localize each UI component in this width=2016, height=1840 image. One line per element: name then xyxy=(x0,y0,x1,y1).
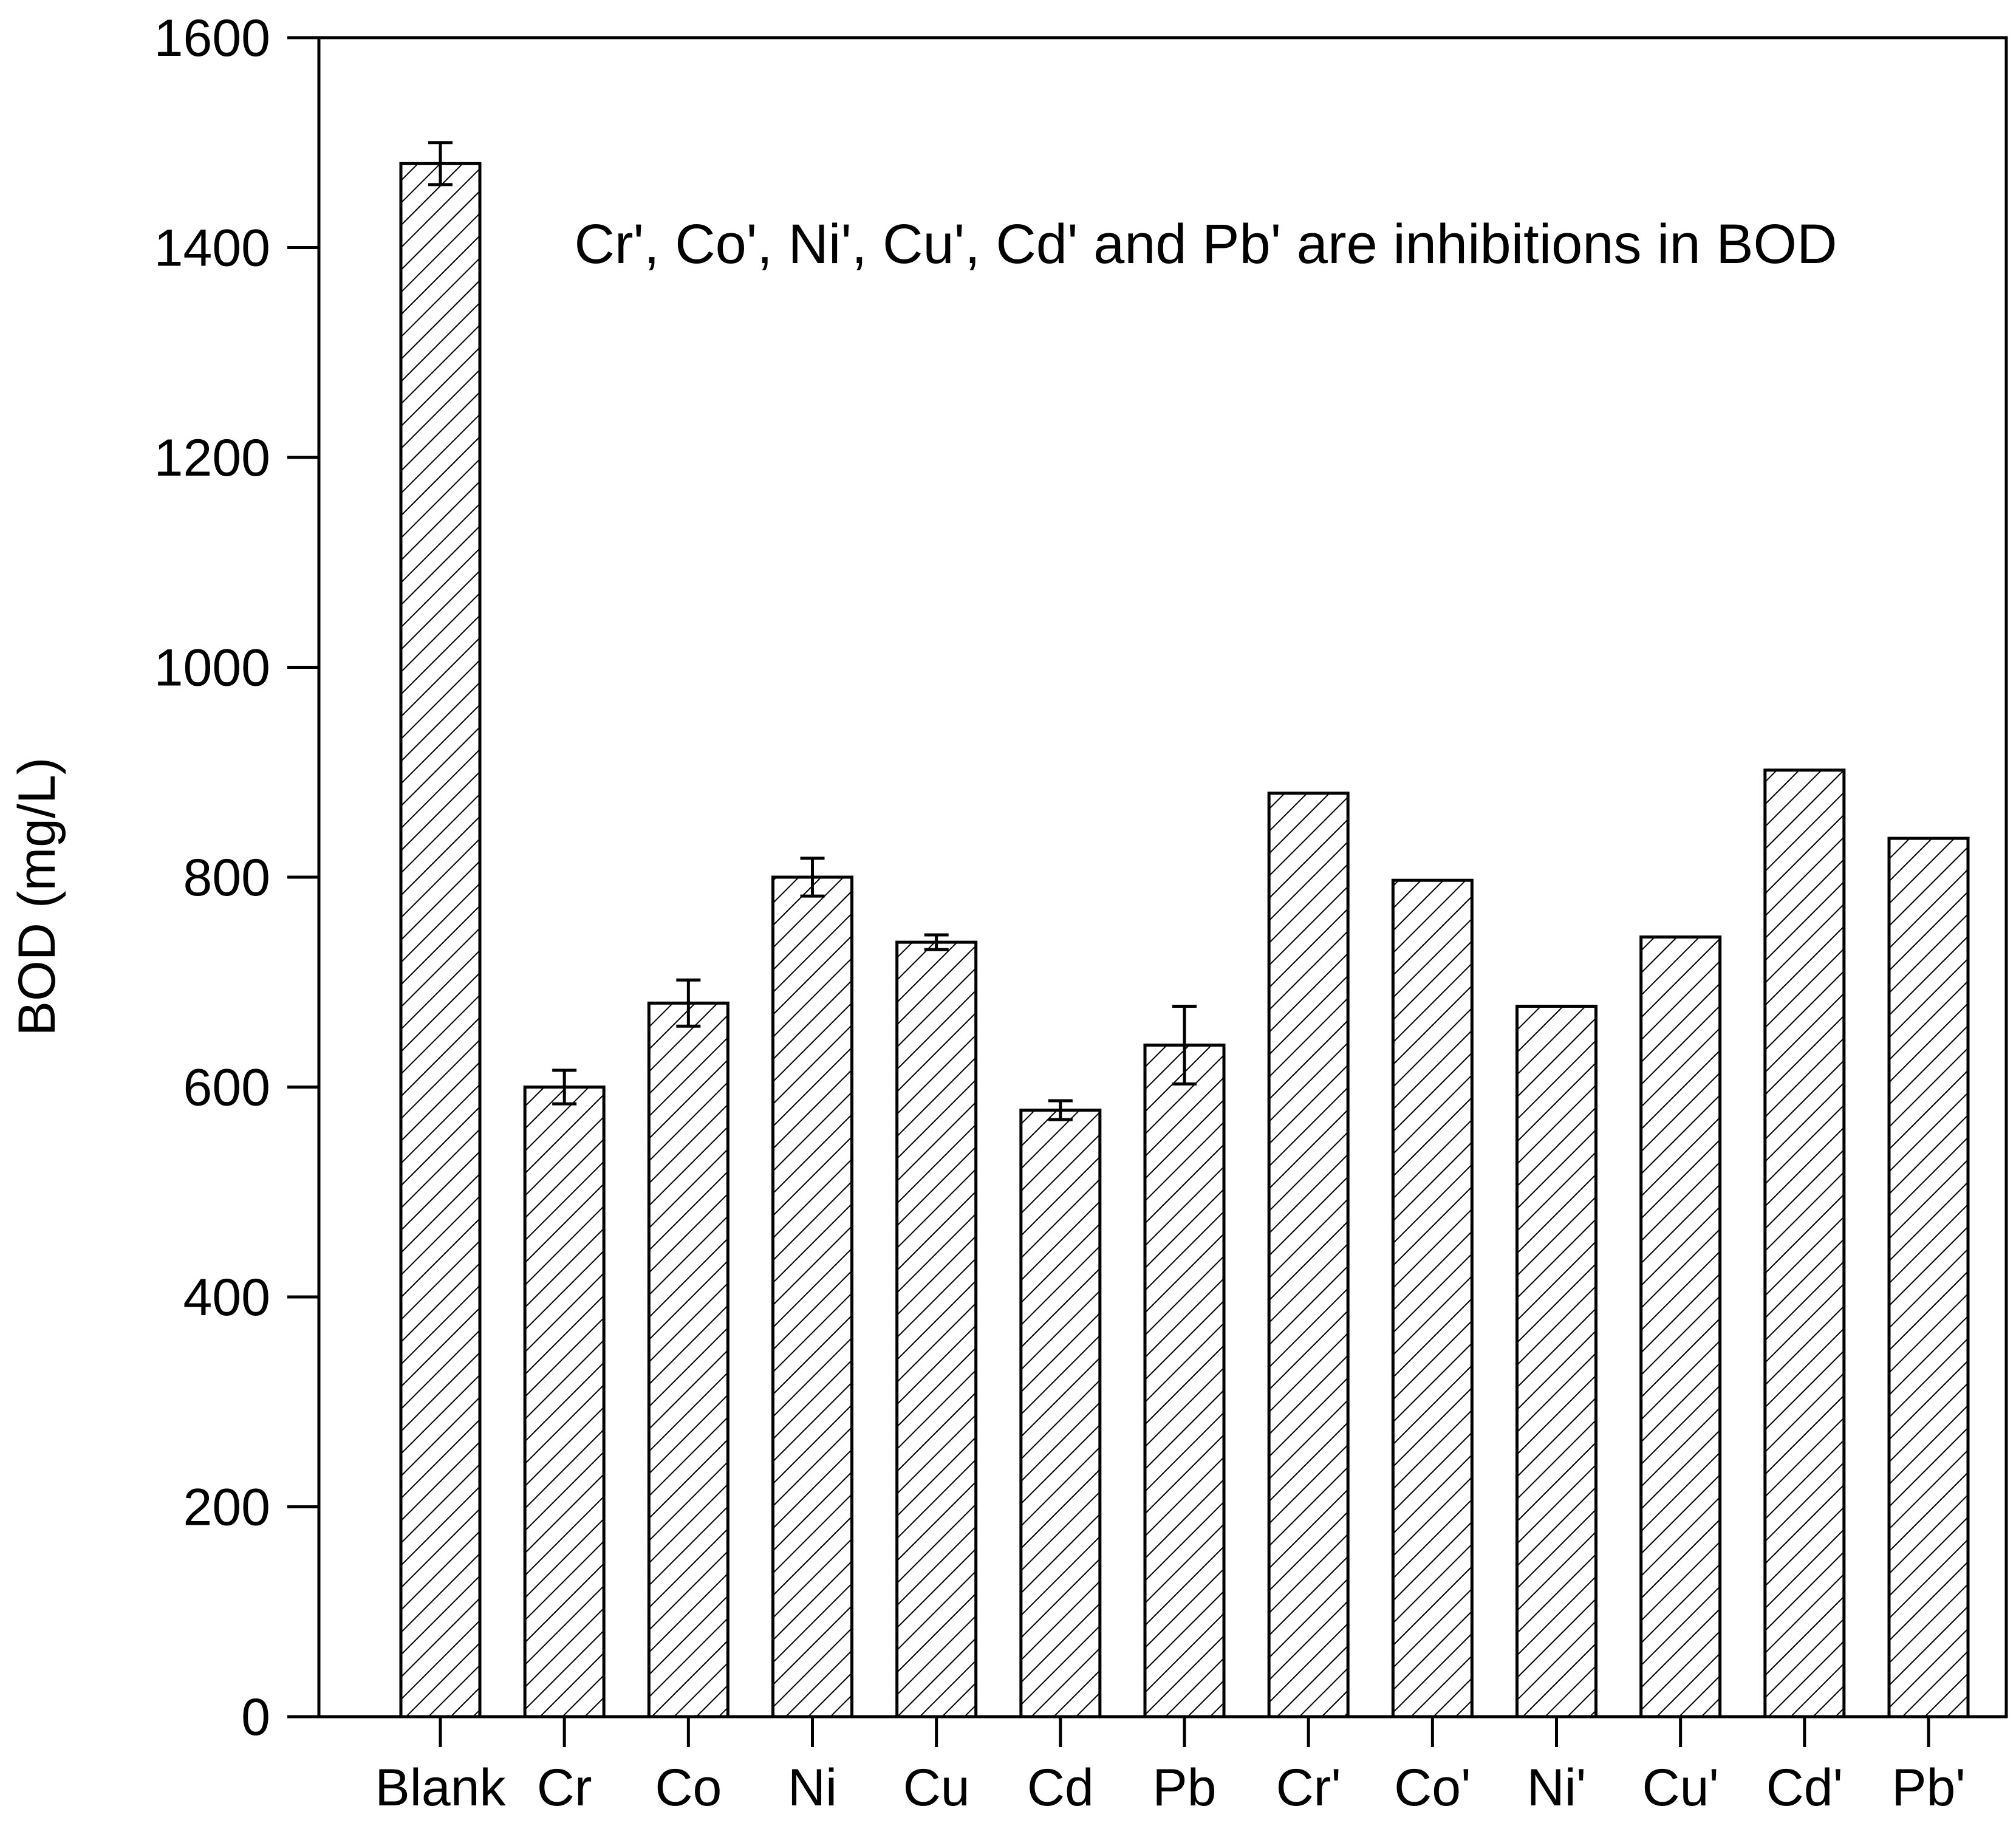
bar xyxy=(399,162,482,1719)
x-tick-label: Cu' xyxy=(1642,1759,1718,1817)
bar xyxy=(1391,878,1474,1719)
y-axis-title: BOD (mg/L) xyxy=(8,758,66,1036)
y-tick-label: 1000 xyxy=(154,639,270,697)
y-tick-label: 800 xyxy=(183,849,271,907)
y-tick-label: 400 xyxy=(183,1268,271,1327)
x-tick-label: Cd' xyxy=(1766,1759,1843,1817)
annotation-text: Cr', Co', Ni', Cu', Cd' and Pb' are inhi… xyxy=(574,213,1837,275)
y-tick-label: 1200 xyxy=(154,429,270,487)
bar xyxy=(895,940,978,1719)
error-bars xyxy=(428,141,1197,1121)
bar xyxy=(1019,1109,1102,1719)
bar xyxy=(1143,1043,1226,1719)
x-tick-label: Cu xyxy=(903,1759,970,1817)
y-tick-label: 1400 xyxy=(154,219,270,278)
bar xyxy=(1763,768,1846,1719)
bar xyxy=(1267,792,1350,1719)
x-tick-label: Cr' xyxy=(1276,1759,1341,1817)
bar xyxy=(1639,935,1722,1719)
x-tick-label: Ni' xyxy=(1527,1759,1587,1817)
x-axis: Blank Cr Co Ni Cu Cd Pb Cr' Co' Ni' Cu' Cd' Pb' xyxy=(375,1717,1966,1817)
y-tick-label: 1600 xyxy=(154,9,270,67)
bar xyxy=(771,875,853,1719)
bar xyxy=(523,1086,606,1719)
y-tick-label: 0 xyxy=(241,1688,270,1746)
bar xyxy=(647,1001,730,1719)
x-tick-label: Pb' xyxy=(1891,1759,1966,1817)
y-axis: 0 200 400 600 800 1000 1200 1400 1600 xyxy=(154,9,319,1746)
y-tick-label: 200 xyxy=(183,1479,271,1537)
x-tick-label: Cr xyxy=(537,1759,592,1817)
x-tick-label: Blank xyxy=(375,1759,506,1817)
x-tick-label: Co xyxy=(655,1759,722,1817)
x-tick-label: Ni xyxy=(788,1759,837,1817)
x-tick-label: Pb xyxy=(1152,1759,1216,1817)
x-tick-label: Cd xyxy=(1027,1759,1094,1817)
x-tick-label: Co' xyxy=(1394,1759,1471,1817)
bar xyxy=(1515,1004,1597,1719)
bars xyxy=(399,162,1970,1719)
bar xyxy=(1887,836,1970,1719)
y-tick-label: 600 xyxy=(183,1059,271,1117)
